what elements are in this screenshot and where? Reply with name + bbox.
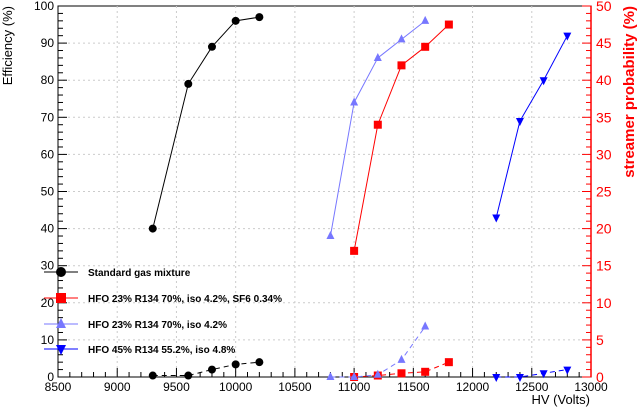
- streamer-point: [397, 369, 406, 378]
- efficiency-point: [373, 52, 382, 61]
- x-tick-label: 8500: [45, 380, 72, 394]
- streamer-point: [326, 372, 335, 380]
- y-tick-label: 60: [41, 147, 55, 161]
- series-0: [148, 13, 264, 380]
- efficiency-point: [397, 61, 406, 70]
- efficiency-point: [492, 214, 501, 223]
- legend-marker: [56, 318, 66, 328]
- efficiency-point: [350, 97, 359, 106]
- efficiency-point: [231, 16, 240, 25]
- streamer-line: [152, 361, 260, 377]
- streamer-point: [397, 354, 406, 363]
- legend-marker: [56, 293, 66, 303]
- efficiency-point: [539, 77, 548, 86]
- legend-label-standard: Standard gas mixture: [88, 268, 191, 279]
- streamer-point: [539, 370, 548, 379]
- legend: Standard gas mixture HFO 23% R134 70%, i…: [44, 267, 282, 356]
- efficiency-point: [148, 224, 157, 233]
- streamer-point: [350, 372, 359, 380]
- y-tick-label: 0: [47, 370, 54, 384]
- efficiency-point: [350, 246, 359, 255]
- x-tick-label: 12000: [456, 380, 490, 394]
- efficiency-point: [255, 13, 264, 22]
- y2-tick-label: 50: [596, 0, 612, 14]
- efficiency-line: [495, 35, 568, 218]
- streamer-point: [373, 369, 382, 378]
- streamer-point: [421, 367, 430, 376]
- streamer-point: [515, 374, 524, 382]
- streamer-point: [492, 374, 501, 382]
- y2-tick-label: 40: [596, 72, 612, 88]
- y2-tick-label: 20: [596, 221, 612, 237]
- legend-label-hfo45: HFO 45% R134 55.2%, iso 4.8%: [88, 345, 235, 356]
- x-tick-label: 9000: [104, 380, 131, 394]
- y2-tick-label: 45: [596, 35, 612, 51]
- streamer-point: [231, 360, 240, 369]
- y2-tick-label: 0: [596, 369, 604, 385]
- y-tick-label: 90: [41, 36, 55, 50]
- y-tick-label: 100: [34, 0, 54, 13]
- axes: 8500 9000 9500 10000 10500 11000 11500 12000 125…: [34, 0, 612, 394]
- efficiency-point: [515, 118, 524, 127]
- efficiency-point: [421, 42, 430, 51]
- legend-label-hfo-sf6: HFO 23% R134 70%, iso 4.2%, SF6 0.34%: [88, 294, 282, 305]
- y-tick-label: 40: [41, 222, 55, 236]
- x-tick-label: 13000: [574, 380, 608, 394]
- x-tick-label: 9500: [163, 380, 190, 394]
- y2-tick-label: 25: [596, 184, 612, 200]
- y-tick-label: 10: [41, 333, 55, 347]
- efficiency-point: [326, 231, 335, 240]
- y2-tick-label: 15: [596, 258, 612, 274]
- x-axis-title: HV (Volts): [531, 392, 590, 407]
- y2-tick-label: 30: [596, 146, 612, 162]
- efficiency-point: [444, 20, 453, 29]
- y-tick-label: 80: [41, 73, 55, 87]
- x-tick-label: 12500: [515, 380, 549, 394]
- legend-marker: [56, 345, 66, 355]
- series-3: [492, 32, 572, 382]
- y2-axis-title: streamer probability (%): [621, 6, 638, 178]
- streamer-point: [148, 371, 157, 380]
- grid: [58, 6, 591, 377]
- data-series: [148, 13, 572, 382]
- streamer-point: [421, 321, 430, 330]
- x-tick-label: 11500: [397, 380, 430, 394]
- efficiency-point: [397, 34, 406, 43]
- efficiency-point: [421, 15, 430, 24]
- streamer-point: [444, 358, 453, 367]
- y-tick-label: 30: [41, 259, 55, 273]
- streamer-point: [207, 365, 216, 374]
- streamer-point: [255, 358, 264, 367]
- y2-tick-label: 10: [596, 295, 612, 311]
- series-2: [326, 15, 430, 380]
- streamer-point: [184, 371, 193, 380]
- y-tick-label: 50: [41, 185, 55, 199]
- legend-label-hfo-iso: HFO 23% R134 70%, iso 4.2%: [88, 320, 227, 331]
- x-tick-label: 11000: [338, 380, 371, 394]
- efficiency-point: [184, 79, 193, 88]
- y2-tick-label: 5: [596, 332, 604, 348]
- y-tick-label: 20: [41, 296, 55, 310]
- y2-tick-label: 35: [596, 109, 612, 125]
- streamer-line: [496, 369, 568, 378]
- efficiency-point: [563, 32, 572, 41]
- efficiency-point: [207, 42, 216, 51]
- y-tick-label: 70: [41, 110, 55, 124]
- x-tick-label: 10500: [278, 380, 312, 394]
- x-tick-label: 10000: [219, 380, 253, 394]
- y-axis-title: Efficiency (%): [0, 6, 15, 85]
- efficiency-point: [373, 120, 382, 129]
- legend-marker: [56, 267, 66, 277]
- streamer-point: [563, 366, 572, 375]
